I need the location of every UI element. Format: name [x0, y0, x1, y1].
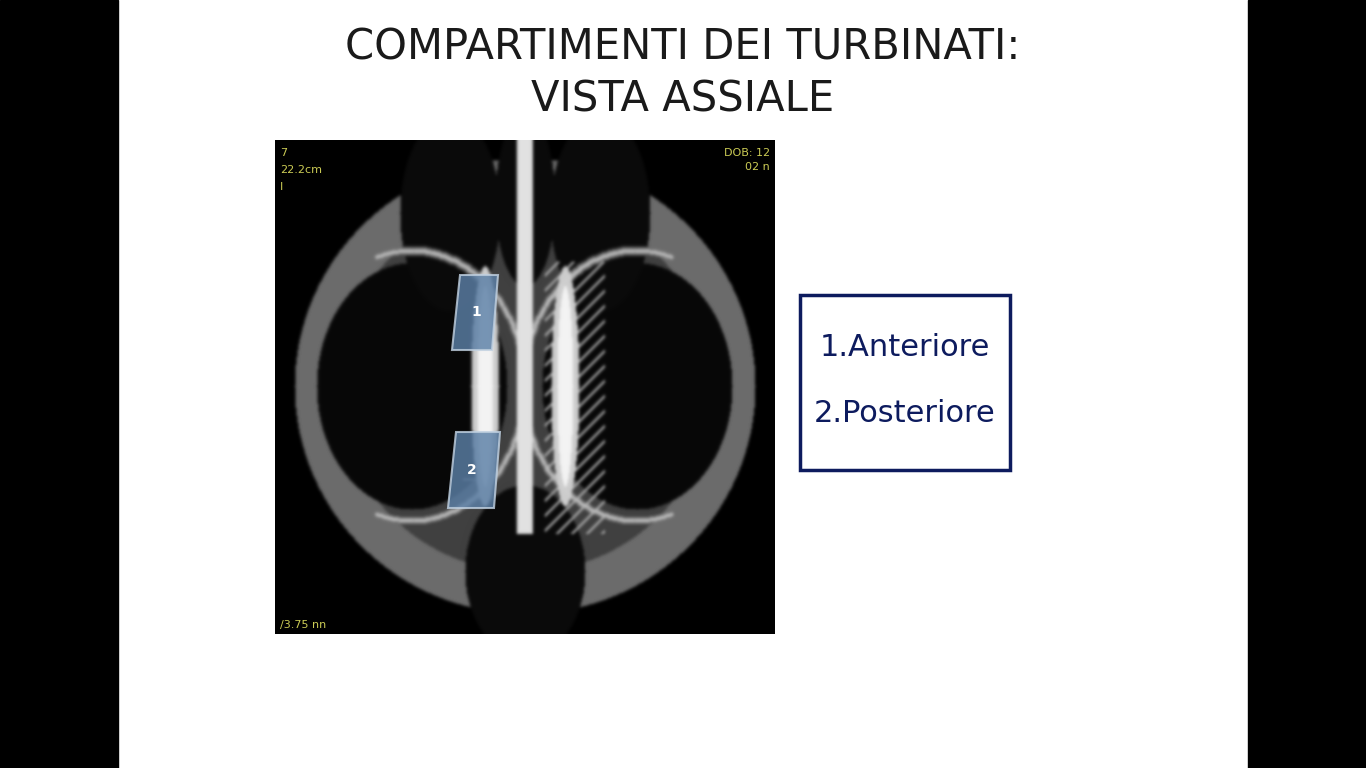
Text: /3.75 nn: /3.75 nn — [280, 620, 326, 630]
Text: 02 n: 02 n — [746, 162, 770, 172]
Bar — [1249, 0, 1366, 768]
Polygon shape — [448, 432, 500, 508]
Bar — [0, 0, 117, 768]
Text: 22.2cm: 22.2cm — [280, 165, 322, 175]
Text: 1.Anteriore: 1.Anteriore — [820, 333, 990, 362]
Text: 7: 7 — [280, 148, 287, 158]
Polygon shape — [452, 275, 499, 350]
Text: 2: 2 — [467, 463, 477, 477]
Text: VISTA ASSIALE: VISTA ASSIALE — [531, 79, 835, 121]
Text: COMPARTIMENTI DEI TURBINATI:: COMPARTIMENTI DEI TURBINATI: — [346, 27, 1020, 69]
Text: I: I — [280, 182, 283, 192]
FancyBboxPatch shape — [800, 295, 1009, 470]
Text: 1: 1 — [471, 305, 481, 319]
Text: 2.Posteriore: 2.Posteriore — [814, 399, 996, 429]
Text: DOB: 12: DOB: 12 — [724, 148, 770, 158]
